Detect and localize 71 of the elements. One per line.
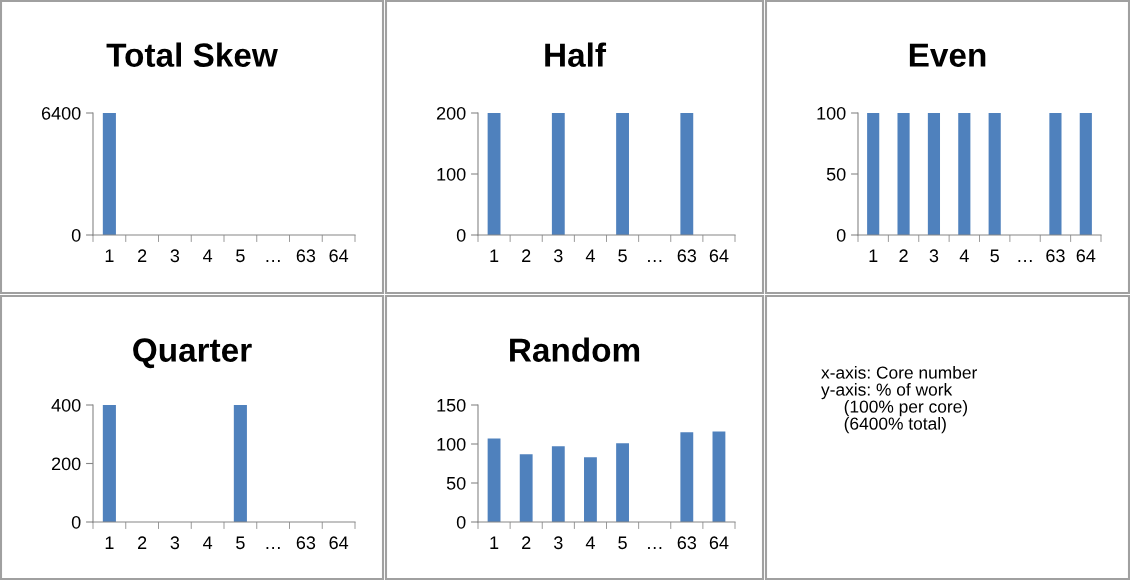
x-tick-label: … (1018, 260, 1032, 262)
x-tick-label: 64 (329, 249, 349, 263)
x-tick-label: 5 (618, 536, 627, 550)
x-tick-label: 3 (170, 249, 180, 263)
y-tick-label: 400 (51, 398, 81, 412)
text: x-axis: Core number (821, 366, 978, 379)
x-tick-label: 1 (105, 249, 114, 262)
bar (680, 432, 694, 522)
bar (712, 431, 726, 522)
x-tick-label: 63 (296, 249, 316, 263)
x-tick-label: … (648, 547, 662, 549)
bar (616, 443, 629, 522)
y-tick-label: 0 (71, 228, 81, 242)
y-tick-label: 50 (446, 476, 466, 490)
bar (519, 454, 533, 522)
x-tick-label: 64 (709, 536, 729, 550)
chart-title: Half (545, 42, 607, 67)
x-tick-label: 4 (203, 536, 213, 549)
x-tick-label: 4 (585, 249, 595, 262)
x-tick-label: 5 (236, 249, 245, 263)
x-tick-label: 5 (618, 249, 627, 263)
x-tick-label: 4 (585, 536, 595, 549)
x-tick-label: 63 (1046, 249, 1065, 263)
y-tick-label: 0 (456, 228, 466, 242)
x-tick-label: 3 (553, 536, 563, 550)
x-tick-label: 1 (869, 249, 878, 262)
y-tick-label: 150 (437, 398, 466, 412)
x-tick-label: 3 (553, 249, 563, 263)
y-tick-label: 100 (437, 167, 466, 181)
x-tick-label: 4 (959, 249, 969, 262)
x-tick-label: 1 (490, 536, 499, 549)
y-tick-label: 50 (826, 167, 846, 181)
x-tick-label: … (266, 260, 280, 262)
x-tick-label: 63 (677, 249, 697, 263)
x-tick-label: 1 (105, 536, 114, 549)
x-tick-label: 2 (138, 536, 147, 549)
x-tick-label: 64 (1076, 249, 1096, 263)
bar (551, 446, 565, 522)
x-tick-label: 5 (236, 536, 245, 550)
y-tick-label: 0 (836, 228, 846, 242)
chart-title: Quarter (133, 338, 252, 369)
y-tick-label: 0 (71, 515, 81, 529)
x-tick-label: 2 (522, 249, 531, 262)
y-tick-label: 0 (456, 515, 466, 529)
x-tick-label: 3 (929, 249, 939, 263)
chart-title: Total Skew (106, 42, 278, 67)
x-tick-label: 1 (490, 249, 499, 262)
x-tick-label: 64 (329, 536, 349, 550)
text: (100% per core) (844, 400, 968, 417)
text: (6400% total) (844, 417, 946, 434)
x-tick-label: 64 (709, 249, 729, 263)
y-tick-label: 100 (817, 106, 846, 120)
x-tick-label: 63 (677, 536, 697, 550)
x-tick-label: 3 (170, 536, 180, 550)
chart-title: Random (510, 337, 640, 362)
y-tick-label: 100 (437, 437, 466, 451)
y-tick-label: 6400 (41, 106, 81, 120)
y-tick-label: 200 (51, 457, 81, 471)
x-tick-label: 4 (203, 249, 213, 262)
chart-title: Even (909, 43, 986, 67)
x-tick-label: … (266, 547, 280, 549)
x-tick-label: 2 (522, 536, 531, 549)
x-tick-label: 2 (138, 249, 147, 262)
x-tick-label: 2 (899, 249, 908, 262)
x-tick-label: 63 (296, 536, 316, 550)
bar (584, 457, 597, 522)
y-tick-label: 200 (436, 106, 466, 120)
bar (487, 438, 501, 522)
text: y-axis: % of work (821, 383, 953, 400)
x-tick-label: … (648, 260, 662, 262)
x-tick-label: 5 (990, 249, 999, 263)
